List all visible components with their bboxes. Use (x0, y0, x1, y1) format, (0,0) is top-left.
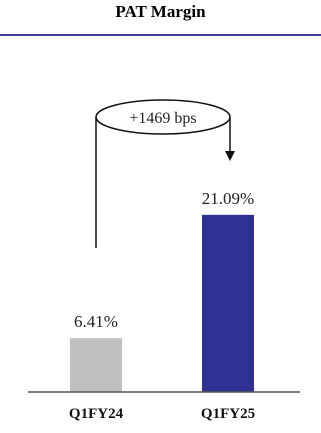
data-label-q1fy25: 21.09% (202, 189, 254, 208)
category-label-q1fy24: Q1FY24 (69, 406, 124, 422)
callout-change-label: +1469 bps (129, 110, 196, 127)
data-label-q1fy24: 6.41% (74, 312, 118, 331)
category-label-q1fy25: Q1FY25 (201, 406, 255, 422)
chart-title: PAT Margin (115, 2, 206, 21)
bar-q1fy25 (202, 214, 254, 392)
bar-q1fy24 (70, 338, 122, 392)
title-rule (0, 34, 321, 36)
callout-ellipse (95, 99, 231, 135)
